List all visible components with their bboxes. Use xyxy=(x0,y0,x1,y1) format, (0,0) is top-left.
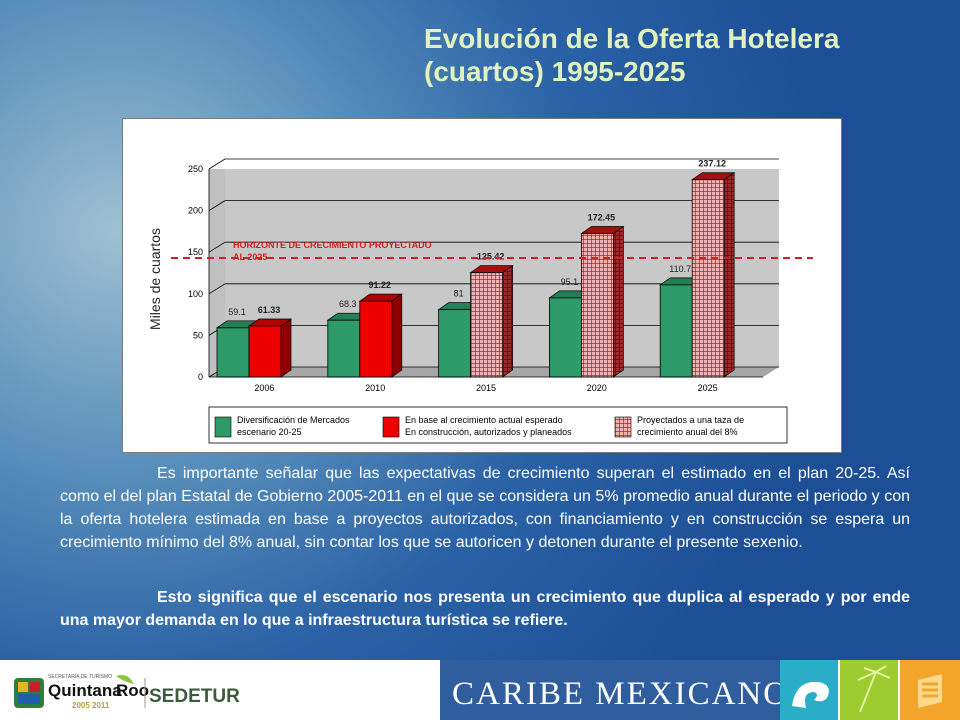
state-shield-icon xyxy=(14,678,44,708)
paragraph-2-text: Esto significa que el escenario nos pres… xyxy=(60,589,910,629)
data-label: 61.33 xyxy=(258,305,281,315)
pyramid-tile-icon xyxy=(900,660,960,720)
legend-swatch xyxy=(614,416,632,438)
y-tick-label: 250 xyxy=(188,164,203,174)
bars: 59.1 61.33 68.3 91.22 81 125.42 95.1 172.45 110.… xyxy=(215,159,736,378)
sedetur-label: SEDETUR xyxy=(149,686,240,707)
paragraph-expectativas: Es importante señalar que las expectativ… xyxy=(60,462,910,554)
gridline-diag xyxy=(208,200,226,211)
title-line-1: Evolución de la Oferta Hotelera xyxy=(424,23,840,54)
caribe-mexicano-label: CARIBE MEXICANO xyxy=(452,676,789,712)
bar xyxy=(659,284,693,378)
years-label: 2005 2011 xyxy=(72,701,110,710)
bar xyxy=(470,272,504,378)
data-label: 110.7 xyxy=(669,264,691,274)
bar-side xyxy=(391,293,403,378)
y-tick-label: 50 xyxy=(193,330,203,340)
bar xyxy=(580,233,614,378)
bar-side xyxy=(502,264,513,378)
x-tick-labels: 2006 2010 2015 2020 2025 xyxy=(209,376,763,393)
annotation-line-1: HORIZONTE DE CRECIMIENTO PROYECTADO xyxy=(233,240,432,250)
y-tick-label: 150 xyxy=(188,247,203,257)
x-tick-label: 2010 xyxy=(365,383,385,393)
y-tick-label: 100 xyxy=(188,289,203,299)
bar xyxy=(691,179,725,378)
palm-tile-icon xyxy=(840,660,898,720)
paragraph-1-text: Es importante señalar que las expectativ… xyxy=(60,465,910,551)
x-tick-label: 2015 xyxy=(476,383,496,393)
wave-tile-icon xyxy=(780,660,838,720)
bar xyxy=(327,319,361,378)
y-tick-label: 0 xyxy=(198,372,203,382)
legend-label-line2: escenario 20-25 xyxy=(237,427,302,437)
bar xyxy=(438,309,472,378)
gridline-diag xyxy=(208,283,226,295)
data-label: 81 xyxy=(454,289,464,299)
paragraph-conclusion: Esto significa que el escenario nos pres… xyxy=(60,586,910,632)
chart-panel: 0 50 100 150 200 250 59.1 61.33 68.3 91.22 81 125.… xyxy=(122,118,842,453)
bar-side xyxy=(723,172,735,378)
legend-label-line2: En construcción, autorizados y planeados xyxy=(405,427,572,437)
data-label: 237.12 xyxy=(698,159,726,169)
legend-label-line1: En base al crecimiento actual esperado xyxy=(405,415,563,425)
x-tick-label: 2020 xyxy=(587,383,607,393)
bar-chart: 0 50 100 150 200 250 59.1 61.33 68.3 91.22 81 125.… xyxy=(147,158,813,444)
gridline-diag xyxy=(208,158,226,170)
bar-side xyxy=(280,318,292,378)
x-tick-label: 2006 xyxy=(254,383,274,393)
quintana-roo-logo: SECRETARÍA DE TURISMO Quintana Roo 2005 … xyxy=(14,673,240,710)
quintana-label: Quintana xyxy=(48,681,122,700)
y-axis-label: Miles de cuartos xyxy=(147,228,163,330)
legend-label-line2: crecimiento anual del 8% xyxy=(637,427,738,437)
legend: Diversificación de Mercados escenario 20-… xyxy=(208,406,788,444)
data-label: 91.22 xyxy=(369,280,392,290)
bar xyxy=(248,325,282,378)
data-label: 95.1 xyxy=(561,277,579,287)
bar xyxy=(216,327,250,378)
bar-side xyxy=(613,225,624,378)
legend-swatch xyxy=(214,416,232,438)
slide-title: Evolución de la Oferta Hotelera (cuartos… xyxy=(424,22,839,88)
y-tick-labels: 0 50 100 150 200 250 xyxy=(188,164,203,382)
legend-label-line1: Diversificación de Mercados xyxy=(237,415,350,425)
secretaria-label: SECRETARÍA DE TURISMO xyxy=(48,673,112,680)
title-line-2: (cuartos) 1995-2025 xyxy=(424,56,686,87)
bar xyxy=(548,297,582,378)
data-label: 172.45 xyxy=(588,213,616,223)
gridline-diag xyxy=(208,241,226,253)
legend-label-line1: Proyectados a una taza de xyxy=(637,415,744,425)
x-tick-label: 2025 xyxy=(698,383,718,393)
horizon-annotation: HORIZONTE DE CRECIMIENTO PROYECTADO AL 2… xyxy=(171,240,813,262)
legend-box xyxy=(208,406,788,444)
roo-label: Roo xyxy=(116,681,149,700)
data-label: 125.42 xyxy=(477,252,505,262)
roo-leaf-icon xyxy=(116,675,134,684)
y-tick-label: 200 xyxy=(188,206,203,216)
bar xyxy=(359,300,393,378)
annotation-line-2: AL 2025 xyxy=(233,252,267,262)
caribe-banner: CARIBE MEXICANO xyxy=(440,660,960,720)
data-label: 59.1 xyxy=(228,307,246,317)
legend-swatch xyxy=(382,416,400,438)
data-label: 68.3 xyxy=(339,299,357,309)
